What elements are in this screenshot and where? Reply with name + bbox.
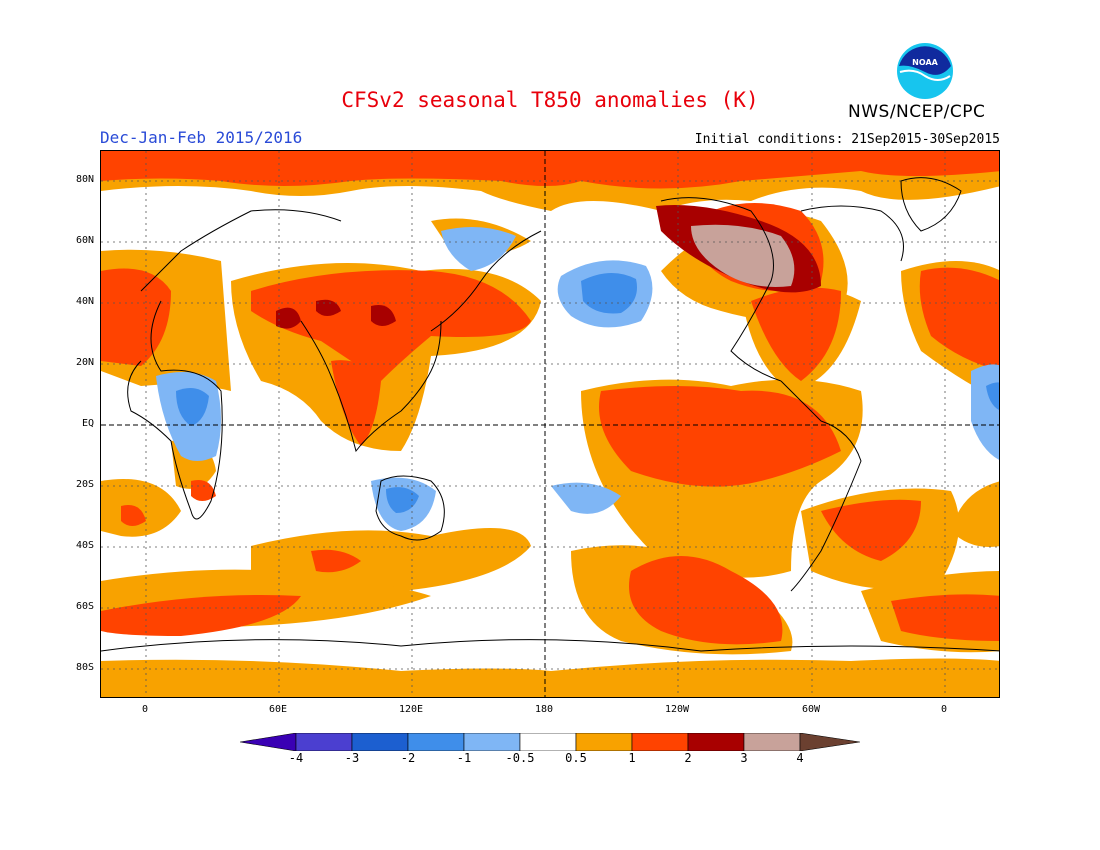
lat-label-60n: 60N (75, 235, 94, 246)
colorbar-label: 1 (628, 751, 636, 765)
colorbar-segment (743, 733, 801, 751)
lat-label-20s: 20S (75, 479, 94, 490)
colorbar-label: 4 (796, 751, 804, 765)
colorbar-segment (351, 733, 409, 751)
colorbar-label: 0.5 (565, 751, 587, 765)
colorbar-label: -3 (344, 751, 360, 765)
lat-label-20n: 20N (75, 357, 94, 368)
lon-label-0-west: 0 (141, 704, 149, 715)
lat-label-40s: 40S (75, 540, 94, 551)
coastlines (101, 177, 999, 652)
colorbar-label: 2 (684, 751, 692, 765)
lon-label-0-east: 0 (940, 704, 948, 715)
colorbar-segment (575, 733, 633, 751)
season-label: Dec-Jan-Feb 2015/2016 (100, 128, 303, 147)
lat-label-80s: 80S (75, 662, 94, 673)
lon-label-120e: 120E (398, 704, 424, 715)
lat-label-80n: 80N (75, 174, 94, 185)
lon-label-120w: 120W (664, 704, 690, 715)
lon-label-180: 180 (534, 704, 554, 715)
colorbar-segment (407, 733, 465, 751)
colorbar-segment (463, 733, 521, 751)
colorbar-label: -4 (288, 751, 304, 765)
colorbar-segment (295, 733, 353, 751)
lat-label-eq: EQ (81, 418, 94, 429)
colorbar-segment (687, 733, 745, 751)
noaa-logo-icon: NOAA (897, 43, 953, 99)
colorbar-label: 3 (740, 751, 748, 765)
logo-text: NOAA (912, 58, 938, 67)
anomaly-regions-red (101, 151, 999, 645)
anomaly-map-canvas (101, 151, 999, 697)
agency-label: NWS/NCEP/CPC (848, 102, 986, 122)
colorbar-segment (519, 733, 577, 751)
equator-dateline (101, 151, 999, 697)
lon-label-60w: 60W (801, 704, 821, 715)
anomaly-map (100, 150, 1000, 698)
chart-title: CFSv2 seasonal T850 anomalies (K) (341, 88, 759, 112)
colorbar-label: -1 (456, 751, 472, 765)
lat-label-60s: 60S (75, 601, 94, 612)
lat-label-40n: 40N (75, 296, 94, 307)
initial-conditions-label: Initial conditions: 21Sep2015-30Sep2015 (694, 132, 1000, 147)
lon-label-60e: 60E (268, 704, 288, 715)
colorbar (240, 733, 860, 751)
colorbar-arrow-right (799, 733, 860, 751)
gridlines (101, 151, 999, 697)
colorbar-segment (631, 733, 689, 751)
colorbar-arrow-left (240, 733, 297, 751)
colorbar-label: -2 (400, 751, 416, 765)
colorbar-label: -0.5 (505, 751, 535, 765)
